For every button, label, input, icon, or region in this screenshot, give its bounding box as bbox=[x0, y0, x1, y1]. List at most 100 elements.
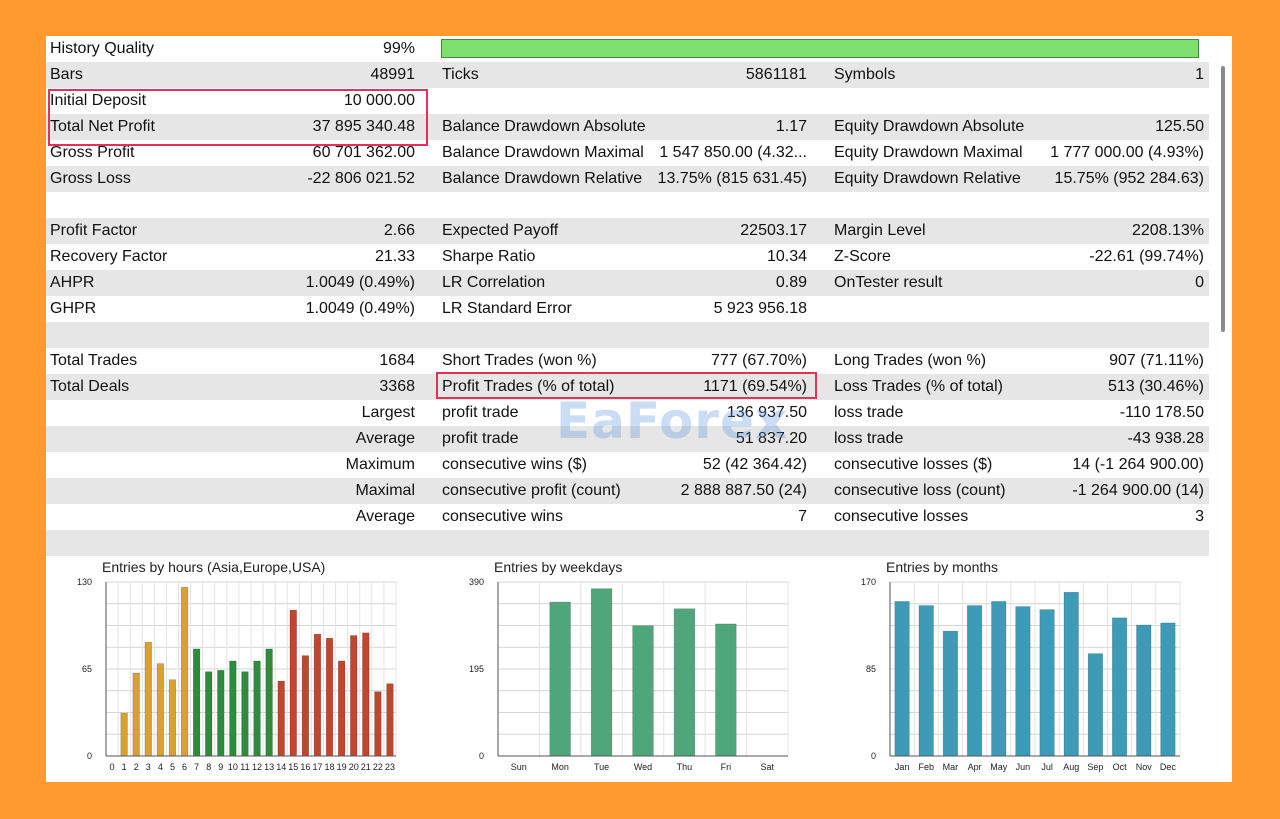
summary-row: Average profit trade 51 837.20 loss trade -4… bbox=[46, 426, 1209, 452]
bar-month-mar bbox=[942, 630, 958, 757]
y-tick-label: 170 bbox=[861, 577, 876, 587]
col1-label: Initial Deposit bbox=[50, 92, 147, 109]
bar-month-aug bbox=[1063, 591, 1079, 757]
col3-value: 907 (71.11%) bbox=[1109, 352, 1204, 369]
col2-value: 51 837.20 bbox=[735, 430, 807, 447]
summary-row: Average consecutive wins 7 consecutive loss… bbox=[46, 504, 1209, 530]
summary-row: Total Deals 3368 Profit Trades (% of total… bbox=[46, 374, 1209, 400]
bar-month-jun bbox=[1015, 606, 1031, 757]
x-tick-label: 20 bbox=[349, 762, 359, 772]
col3-label: Margin Level bbox=[834, 222, 926, 239]
x-tick-label: Mar bbox=[943, 762, 959, 772]
col1-value: 3368 bbox=[379, 378, 415, 395]
x-tick-label: Mon bbox=[551, 762, 569, 772]
x-tick-label: 21 bbox=[361, 762, 371, 772]
x-tick-label: 9 bbox=[218, 762, 223, 772]
col1-value: 1684 bbox=[379, 352, 415, 369]
x-tick-label: Feb bbox=[918, 762, 934, 772]
bar-month-may bbox=[991, 601, 1007, 757]
summary-row: Largest profit trade 136 937.50 loss trade -… bbox=[46, 400, 1209, 426]
y-tick-label: 65 bbox=[82, 664, 92, 674]
chart-title: Entries by hours (Asia,Europe,USA) bbox=[102, 559, 325, 575]
col2-label: Balance Drawdown Maximal bbox=[442, 144, 644, 161]
x-tick-label: 8 bbox=[206, 762, 211, 772]
col1-label: History Quality bbox=[50, 40, 155, 57]
bar-hour-15 bbox=[289, 609, 297, 757]
col3-value: 125.50 bbox=[1155, 118, 1204, 135]
x-tick-label: 1 bbox=[122, 762, 127, 772]
col2-value: 2 888 887.50 (24) bbox=[680, 482, 807, 499]
col1-value: 21.33 bbox=[374, 248, 415, 265]
x-tick-label: Jun bbox=[1016, 762, 1031, 772]
col2-label: LR Correlation bbox=[442, 274, 546, 291]
bar-month-feb bbox=[918, 605, 934, 757]
col3-label: consecutive loss (count) bbox=[834, 482, 1006, 499]
col3-label: Z-Score bbox=[834, 248, 891, 265]
summary-row: Bars 48991 Ticks 5861181 Symbols 1 bbox=[46, 62, 1209, 88]
x-tick-label: 11 bbox=[240, 762, 249, 772]
bar-hour-10 bbox=[229, 660, 237, 757]
bar-hour-5 bbox=[168, 679, 177, 757]
x-tick-label: 23 bbox=[385, 762, 395, 772]
x-tick-label: 6 bbox=[182, 762, 187, 772]
col1-value: Maximal bbox=[355, 482, 415, 499]
col1-label: Gross Loss bbox=[50, 170, 131, 187]
col1-label: GHPR bbox=[50, 300, 97, 317]
chart-title: Entries by weekdays bbox=[494, 559, 622, 575]
col1-label: Gross Profit bbox=[50, 144, 135, 161]
chart-entries-by-hours: Entries by hours (Asia,Europe,USA) 0 65 130… bbox=[68, 556, 408, 778]
col3-value: -110 178.50 bbox=[1119, 404, 1204, 421]
bar-hour-14 bbox=[277, 680, 285, 757]
col2-label: Balance Drawdown Absolute bbox=[442, 118, 646, 135]
bar-weekday-mon bbox=[549, 601, 571, 757]
col3-value: -22.61 (99.74%) bbox=[1089, 248, 1204, 265]
bar-hour-4 bbox=[156, 663, 164, 757]
bar-weekday-wed bbox=[632, 625, 654, 757]
col3-label: Equity Drawdown Relative bbox=[834, 170, 1021, 187]
bar-month-nov bbox=[1136, 624, 1152, 757]
x-tick-label: 13 bbox=[264, 762, 274, 772]
col3-value: 15.75% (952 284.63) bbox=[1054, 170, 1204, 187]
chart-title: Entries by months bbox=[886, 559, 998, 575]
summary-row: Maximum consecutive wins ($) 52 (42 364.42… bbox=[46, 452, 1209, 478]
col1-label: Total Deals bbox=[50, 378, 130, 395]
y-tick-label: 390 bbox=[469, 577, 484, 587]
vertical-scrollbar[interactable] bbox=[1221, 66, 1225, 332]
chart-entries-by-months: Entries by months 0 85 170 Jan Feb Mar Apr May Ju… bbox=[852, 556, 1192, 778]
bar-month-sep bbox=[1087, 653, 1103, 757]
col2-value: 13.75% (815 631.45) bbox=[657, 170, 807, 187]
y-tick-label: 0 bbox=[87, 751, 92, 761]
x-tick-label: 22 bbox=[373, 762, 383, 772]
x-tick-label: Sat bbox=[761, 762, 775, 772]
x-tick-label: 10 bbox=[228, 762, 238, 772]
col2-value: 1 547 850.00 (4.32... bbox=[659, 144, 807, 161]
summary-row: Total Net Profit 37 895 340.48 Balance Dra… bbox=[46, 114, 1209, 140]
col1-label: Profit Factor bbox=[50, 222, 138, 239]
bar-weekday-tue bbox=[590, 588, 613, 757]
col2-value: 7 bbox=[798, 508, 807, 525]
bar-hour-8 bbox=[205, 671, 213, 757]
bar-hour-6 bbox=[180, 587, 189, 757]
x-tick-label: 17 bbox=[312, 762, 322, 772]
col3-label: Long Trades (won %) bbox=[834, 352, 987, 369]
bar-month-jan bbox=[894, 601, 910, 757]
col2-value: 777 (67.70%) bbox=[710, 352, 807, 369]
bar-hour-19 bbox=[338, 660, 346, 757]
bar-hour-16 bbox=[301, 655, 309, 757]
x-tick-label: 4 bbox=[158, 762, 163, 772]
summary-row: History Quality 99% bbox=[46, 36, 1209, 62]
bar-hour-13 bbox=[265, 648, 273, 757]
col3-label: Equity Drawdown Absolute bbox=[834, 118, 1025, 135]
col3-value: 0 bbox=[1195, 274, 1204, 291]
col3-value: 3 bbox=[1195, 508, 1204, 525]
x-tick-label: Thu bbox=[677, 762, 693, 772]
col2-value: 136 937.50 bbox=[726, 404, 807, 421]
col3-value: 1 bbox=[1195, 66, 1204, 83]
x-tick-label: 19 bbox=[337, 762, 347, 772]
x-tick-label: 3 bbox=[146, 762, 151, 772]
summary-row: Recovery Factor 21.33 Sharpe Ratio 10.34 Z-S… bbox=[46, 244, 1209, 270]
chart-entries-by-weekdays: Entries by weekdays 0 195 390 Sun Mon Tue Wed Th… bbox=[460, 556, 800, 778]
col3-value: 1 777 000.00 (4.93%) bbox=[1050, 144, 1204, 161]
summary-row: Initial Deposit 10 000.00 bbox=[46, 88, 1209, 114]
col3-value: 14 (-1 264 900.00) bbox=[1072, 456, 1204, 473]
